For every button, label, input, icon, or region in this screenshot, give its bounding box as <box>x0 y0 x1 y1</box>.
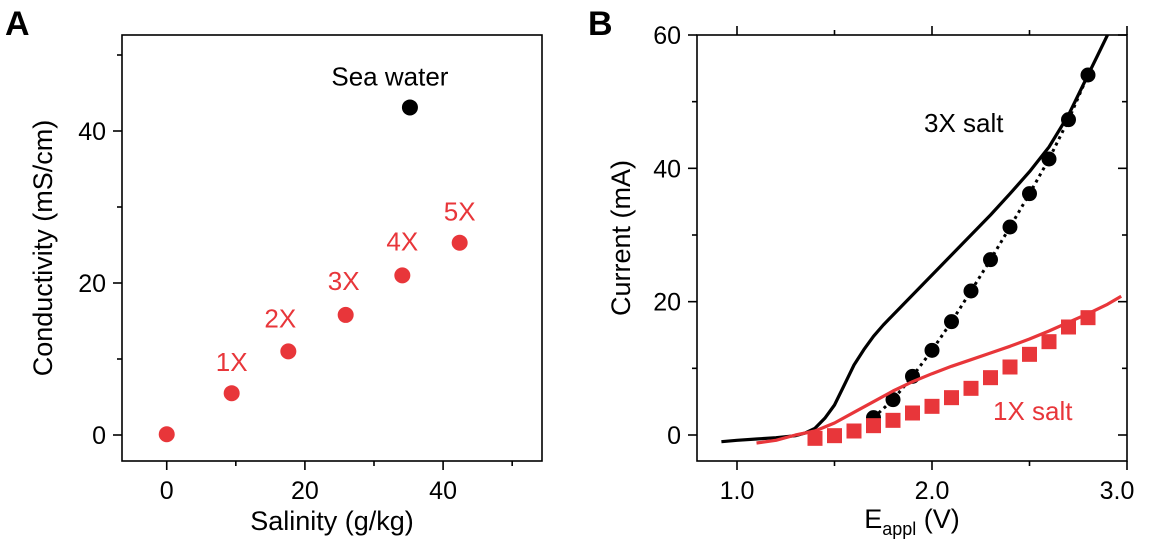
panel-a-point-label: Sea water <box>331 61 448 91</box>
panel-a-data-point <box>451 234 468 251</box>
panel-a-data-point <box>158 426 175 443</box>
panel-b-plot-area <box>721 35 1123 446</box>
panel-b-square-marker <box>944 390 959 406</box>
panel-b-square-marker <box>983 370 998 386</box>
panel-a-ticks: 0 20 40 0 20 40 <box>78 54 513 505</box>
panel-a-y-tick-label: 40 <box>78 118 106 146</box>
panel-a-x-tick-label: 0 <box>160 477 174 505</box>
panel-b-y-tick-label: 40 <box>653 155 681 183</box>
panel-b-circle-marker <box>1080 67 1096 83</box>
panel-a-point-label: 5X <box>444 197 476 227</box>
panel-a-point-label: 2X <box>264 303 296 333</box>
panel-b-y-tick-label: 60 <box>653 22 681 50</box>
panel-b-y-tick-label: 0 <box>667 422 681 450</box>
panel-a-data-point <box>394 267 411 284</box>
panel-b-square-marker <box>963 380 979 396</box>
panel-a-data-point <box>223 385 240 402</box>
panel-a: A 0 20 40 0 20 40 1X 2X 3X 4X 5X Sea water Salinit… <box>5 5 543 536</box>
panel-a-y-tick-label: 20 <box>78 270 106 298</box>
panel-b-series-label: 3X salt <box>924 108 1004 138</box>
panel-b-x-axis-title-main: E <box>864 504 882 534</box>
panel-a-data-point <box>280 343 297 360</box>
panel-b-y-tick-label: 20 <box>653 289 681 317</box>
panel-b-circle-marker <box>1022 186 1037 202</box>
panel-b-letter: B <box>588 5 613 43</box>
panel-b-circle-marker <box>944 314 959 330</box>
panel-b-circle-marker <box>963 283 979 299</box>
panel-b-square-marker <box>905 405 920 421</box>
panel-b-square-marker <box>1061 319 1076 335</box>
panel-b-square-marker <box>1022 346 1037 362</box>
panel-b-square-marker <box>1002 359 1018 375</box>
panel-b-x-tick-label: 2.0 <box>915 477 950 505</box>
panel-b-x-axis-title-subscript: appl <box>882 519 916 539</box>
panel-b: B 1.0 2.0 3.0 0 20 40 60 3X salt 1X salt Eappl … <box>588 5 1134 539</box>
panel-b-series-label: 1X salt <box>993 396 1073 426</box>
panel-b-square-marker <box>807 430 823 446</box>
panel-b-circle-marker <box>1041 151 1057 167</box>
panel-b-x-tick-label: 1.0 <box>720 477 755 505</box>
panel-a-point-label: 4X <box>386 226 418 256</box>
panel-b-x-tick-label: 3.0 <box>1100 477 1135 505</box>
panel-a-frame <box>121 34 543 462</box>
panel-b-marks: 3X salt 1X salt <box>721 35 1123 446</box>
panel-a-x-tick-label: 40 <box>429 477 457 505</box>
panel-b-circle-marker <box>983 252 998 268</box>
panel-b-ticks: 1.0 2.0 3.0 0 20 40 60 <box>653 22 1134 505</box>
panel-b-circle-marker <box>885 392 901 408</box>
panel-b-square-marker <box>924 398 940 414</box>
panel-b-y-axis-title: Current (mA) <box>606 160 636 316</box>
panel-a-y-axis-title: Conductivity (mS/cm) <box>28 120 58 377</box>
panel-a-point-label: 1X <box>216 347 248 377</box>
panel-b-circle-marker <box>924 342 940 358</box>
panel-b-square-marker <box>827 428 842 444</box>
panel-b-square-marker <box>1080 310 1096 326</box>
panel-a-point-label: 3X <box>328 266 360 296</box>
panel-a-letter: A <box>5 5 30 43</box>
panel-b-square-marker <box>866 418 881 434</box>
panel-b-x-axis-title: Eappl (V) <box>864 504 960 539</box>
panel-b-square-marker <box>885 412 901 428</box>
panel-a-x-tick-label: 20 <box>291 477 319 505</box>
panel-b-frame <box>696 34 1128 462</box>
panel-b-circle-marker <box>1002 219 1018 235</box>
panel-b-x-axis-title-unit: (V) <box>916 504 960 534</box>
panel-b-square-marker <box>1041 334 1057 350</box>
panel-b-square-marker <box>846 423 862 439</box>
panel-a-data-point <box>401 99 418 116</box>
panel-a-y-tick-label: 0 <box>92 422 106 450</box>
panel-a-x-axis-title: Salinity (g/kg) <box>250 506 414 536</box>
panel-b-circle-marker <box>1061 112 1076 128</box>
panel-a-marks: 1X 2X 3X 4X 5X Sea water <box>158 61 476 443</box>
panel-a-data-point <box>337 306 354 323</box>
